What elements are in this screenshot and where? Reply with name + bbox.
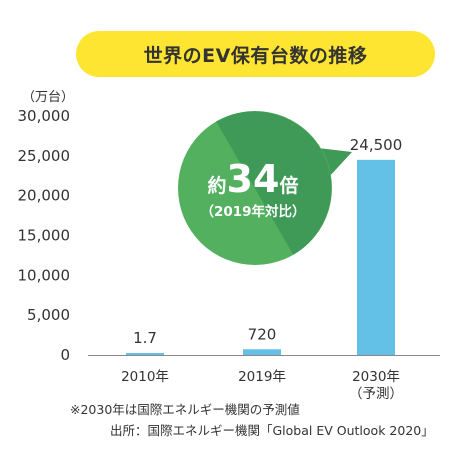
callout-main-text: 約34倍 (208, 157, 299, 201)
callout-suffix: 倍 (279, 174, 298, 197)
chart-title: 世界のEV保有台数の推移 (76, 31, 435, 77)
y-tick-label: 0 (60, 346, 70, 364)
callout-shade (216, 111, 332, 255)
source-note: 出所：国際エネルギー機関「Global EV Outlook 2020」 (110, 423, 434, 438)
y-axis: 0 5,000 10,000 15,000 20,000 25,000 30,000 (18, 107, 71, 364)
bar-value-label: 1.7 (133, 329, 157, 347)
x-tick-label: 2010年 (121, 369, 169, 385)
bar-1 (243, 349, 281, 355)
y-tick-label: 30,000 (18, 107, 71, 125)
y-axis-unit-label: （万台） (22, 90, 75, 105)
x-tick-label: 2030年 (352, 369, 400, 385)
callout-prefix: 約 (208, 174, 227, 197)
bar-2 (357, 159, 395, 355)
bar-value-label: 24,500 (350, 136, 403, 154)
bar-value-label: 720 (248, 325, 277, 343)
y-tick-label: 25,000 (18, 147, 71, 165)
chart-title-text: 世界のEV保有台数の推移 (143, 44, 368, 67)
callout-subtext: （2019年対比） (200, 203, 305, 220)
bar-0 (126, 353, 164, 355)
x-tick-label: 2019年 (238, 369, 286, 385)
y-tick-label: 15,000 (18, 227, 71, 245)
x-tick-sublabel: （予測） (349, 386, 403, 402)
y-tick-label: 5,000 (27, 306, 70, 324)
callout-bubble: 約34倍 （2019年対比） (178, 111, 352, 265)
bar-series: 1.7 720 24,500 (126, 136, 402, 355)
y-tick-label: 20,000 (18, 187, 71, 205)
x-axis: 2010年 2019年 2030年（予測） (88, 355, 440, 402)
callout-number: 34 (227, 157, 280, 201)
forecast-note: ※2030年は国際エネルギー機関の予測値 (70, 402, 300, 417)
y-tick-label: 10,000 (18, 266, 71, 284)
